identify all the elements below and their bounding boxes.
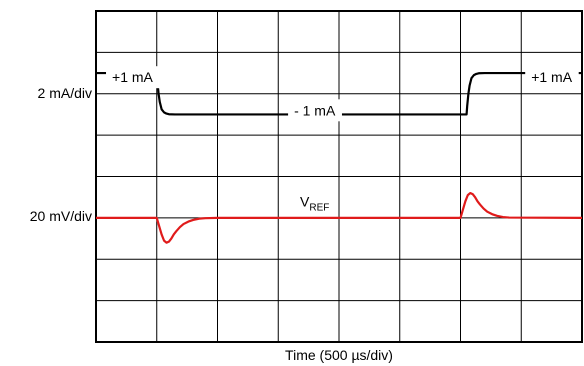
svg-text:- 1 mA: - 1 mA: [294, 102, 336, 118]
x-axis-label: Time (500 µs/div): [285, 347, 393, 363]
annotation-background: [525, 66, 579, 89]
current-trace: [96, 71, 582, 116]
channel-2-scale-label: 20 mV/div: [30, 208, 92, 224]
annotation-vref: VREF: [294, 190, 336, 217]
annotations: +1 mA - 1 mA +1 mA VREF: [106, 66, 579, 217]
grid: [96, 11, 582, 342]
plot-frame: [95, 10, 583, 343]
annotation-background: [294, 190, 336, 217]
annotation-current-2: +1 mA: [525, 66, 579, 89]
traces: [96, 71, 583, 244]
annotation-current-1: - 1 mA: [288, 99, 342, 122]
annotation-background: [288, 99, 342, 122]
channel-1-scale-label: 2 mA/div: [38, 85, 92, 101]
annotation-background: [106, 66, 160, 89]
svg-text:+1 mA: +1 mA: [112, 69, 154, 85]
annotation-current-0: +1 mA: [106, 66, 160, 89]
vref-trace: [96, 191, 583, 244]
svg-text:+1 mA: +1 mA: [531, 69, 573, 85]
